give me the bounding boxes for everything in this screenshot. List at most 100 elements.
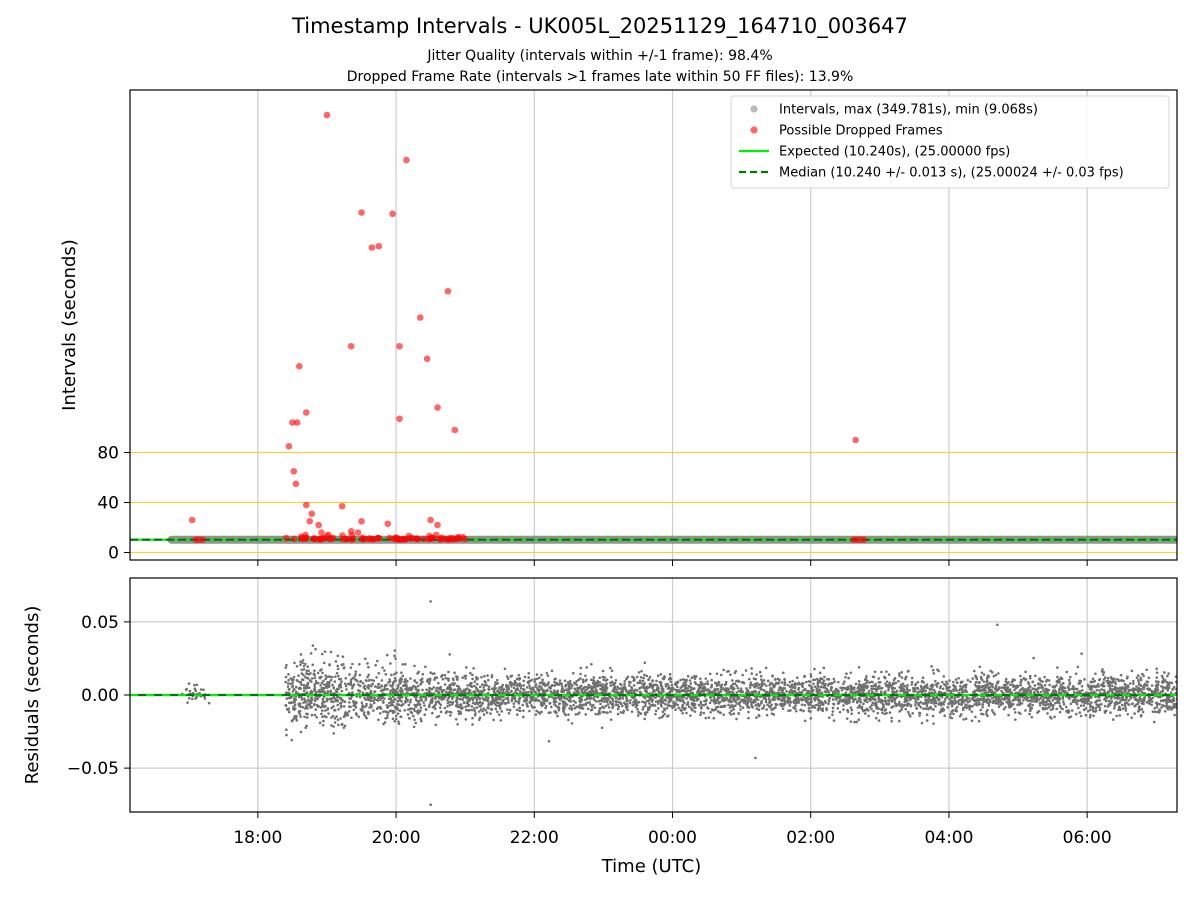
- residual-point: [434, 700, 438, 704]
- residual-point: [294, 690, 298, 694]
- residual-point: [610, 697, 614, 700]
- residual-point: [979, 708, 983, 712]
- residual-point: [1107, 703, 1111, 706]
- residual-point: [421, 688, 424, 692]
- dropped-frame-point: [444, 287, 452, 295]
- residual-point: [508, 681, 512, 684]
- residual-point: [540, 704, 544, 708]
- residual-point: [341, 655, 345, 659]
- dropped-frame-point: [302, 409, 310, 416]
- residual-point: [295, 679, 299, 682]
- residual-point: [1161, 686, 1165, 689]
- residual-point: [1048, 705, 1051, 709]
- residual-point: [659, 683, 663, 686]
- residual-point: [884, 682, 887, 686]
- residual-point: [569, 704, 572, 708]
- residual-point: [353, 678, 357, 681]
- residual-point: [518, 706, 521, 710]
- residual-point: [860, 707, 864, 711]
- residual-point: [1001, 697, 1004, 701]
- residual-point: [320, 712, 323, 716]
- dropped-frame-point: [188, 516, 196, 524]
- residual-point: [517, 673, 521, 677]
- residual-point: [1051, 689, 1055, 692]
- residual-point: [755, 716, 758, 719]
- residual-point: [906, 688, 909, 692]
- top-ytick-label: 40: [97, 494, 119, 514]
- residual-point: [416, 712, 420, 715]
- residual-point: [461, 676, 464, 680]
- residual-point: [1100, 702, 1103, 706]
- residual-point: [417, 701, 420, 705]
- residual-point: [1027, 696, 1030, 700]
- residual-point: [371, 682, 374, 686]
- residual-point: [1172, 699, 1176, 703]
- residual-point: [432, 686, 436, 689]
- residual-point: [1014, 686, 1018, 690]
- residual-point: [789, 688, 793, 691]
- residual-point: [1027, 686, 1030, 690]
- residual-point: [571, 684, 574, 687]
- residual-point: [893, 687, 897, 690]
- residual-point: [686, 674, 690, 678]
- residual-point: [1019, 712, 1022, 715]
- residual-point: [729, 700, 732, 704]
- residual-point: [327, 712, 330, 715]
- residual-point: [661, 710, 665, 714]
- residual-point: [594, 690, 598, 694]
- residual-point: [417, 670, 420, 674]
- residual-point: [1008, 683, 1012, 687]
- residual-point: [1124, 683, 1127, 686]
- residual-point: [1137, 683, 1141, 686]
- residual-point: [553, 680, 556, 684]
- residual-point: [699, 702, 703, 705]
- residual-point: [320, 652, 324, 656]
- residual-point: [881, 703, 885, 706]
- residual-point: [722, 668, 725, 672]
- residual-point: [583, 691, 587, 695]
- residual-point: [656, 686, 660, 689]
- residual-point: [788, 690, 792, 694]
- residual-point: [1004, 706, 1007, 709]
- residual-point: [719, 711, 722, 715]
- residual-point: [880, 690, 883, 693]
- residual-point: [448, 653, 452, 656]
- residual-point: [446, 701, 450, 705]
- residual-point: [1024, 670, 1027, 674]
- residual-point: [480, 683, 484, 686]
- residual-point: [749, 697, 753, 701]
- residual-point: [416, 684, 420, 688]
- residual-point: [663, 708, 667, 712]
- dropped-frame-point: [290, 535, 298, 543]
- residual-point: [991, 682, 994, 686]
- residual-point: [981, 712, 985, 716]
- residual-point: [741, 706, 745, 710]
- residual-point: [1172, 697, 1175, 700]
- residual-point: [823, 675, 826, 679]
- residual-point: [984, 698, 988, 702]
- residual-point: [1017, 691, 1021, 695]
- residual-point: [866, 685, 869, 689]
- residual-point: [325, 698, 329, 702]
- residual-point: [485, 698, 488, 702]
- residual-point: [429, 671, 432, 674]
- residual-point: [850, 708, 854, 712]
- residual-point: [809, 673, 813, 676]
- residual-point: [1042, 700, 1046, 704]
- residual-point: [365, 691, 369, 695]
- residual-point: [581, 680, 585, 684]
- residual-point: [1145, 701, 1149, 704]
- residual-point: [512, 705, 516, 709]
- residual-point: [557, 708, 561, 712]
- residual-point: [1069, 702, 1073, 706]
- residual-point: [1142, 700, 1145, 703]
- residual-point: [1140, 699, 1143, 703]
- residual-point: [1051, 698, 1055, 702]
- residual-point: [504, 702, 508, 705]
- residual-point: [506, 708, 509, 711]
- residual-point: [940, 680, 944, 684]
- chart-legend: Intervals, max (349.781s), min (9.068s)P…: [730, 95, 1170, 189]
- residual-point: [1077, 706, 1080, 710]
- residual-point: [750, 667, 753, 670]
